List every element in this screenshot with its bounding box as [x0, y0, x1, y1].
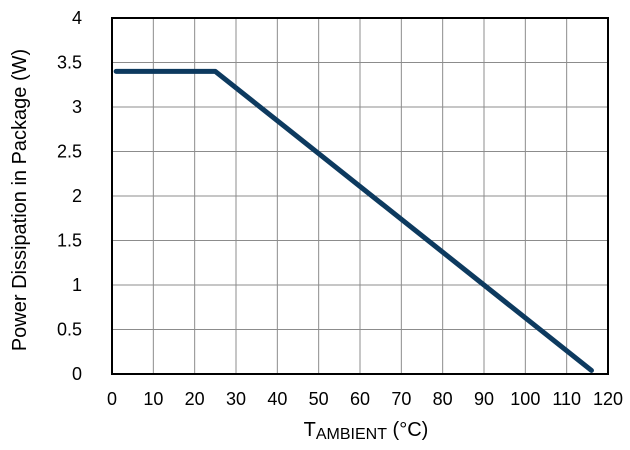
y-tick-label: 2: [72, 186, 82, 206]
x-tick-label: 120: [593, 389, 623, 409]
y-tick-label: 4: [72, 8, 82, 28]
x-tick-label: 110: [552, 389, 581, 409]
plot-area-border: [111, 17, 609, 375]
x-tick-label: 10: [143, 389, 163, 409]
x-axis-title-main: T: [304, 419, 316, 441]
x-tick-label: 30: [226, 389, 246, 409]
x-tick-label: 90: [474, 389, 494, 409]
x-tick-label: 0: [107, 389, 117, 409]
x-tick-label: 50: [309, 389, 329, 409]
x-tick-label: 20: [185, 389, 205, 409]
series-line: [113, 68, 594, 373]
y-tick-label: 0: [72, 364, 82, 384]
y-tick-label: 0.5: [57, 320, 82, 340]
y-tick-label: 2.5: [57, 142, 82, 162]
x-tick-label: 40: [267, 389, 287, 409]
x-tick-label: 100: [510, 389, 540, 409]
y-tick-label: 3.5: [57, 53, 82, 73]
x-axis-title-unit: (°C): [387, 419, 428, 441]
y-tick-label: 1.5: [57, 231, 82, 251]
x-axis-ticks: 0 10 20 30 40 50 60 70 80 90 100 110 120: [107, 389, 623, 409]
y-tick-label: 3: [72, 97, 82, 117]
x-axis-title: TAMBIENT (°C): [304, 419, 429, 443]
y-axis-title: Power Dissipation in Package (W): [9, 49, 31, 351]
x-tick-label: 80: [433, 389, 453, 409]
y-tick-label: 1: [72, 275, 82, 295]
y-axis-ticks: 0 0.5 1 1.5 2 2.5 3 3.5 4: [57, 8, 82, 384]
x-axis-title-subscript: AMBIENT: [316, 426, 387, 443]
x-tick-label: 60: [350, 389, 370, 409]
x-tick-label: 70: [391, 389, 411, 409]
series-layer: [113, 68, 594, 373]
